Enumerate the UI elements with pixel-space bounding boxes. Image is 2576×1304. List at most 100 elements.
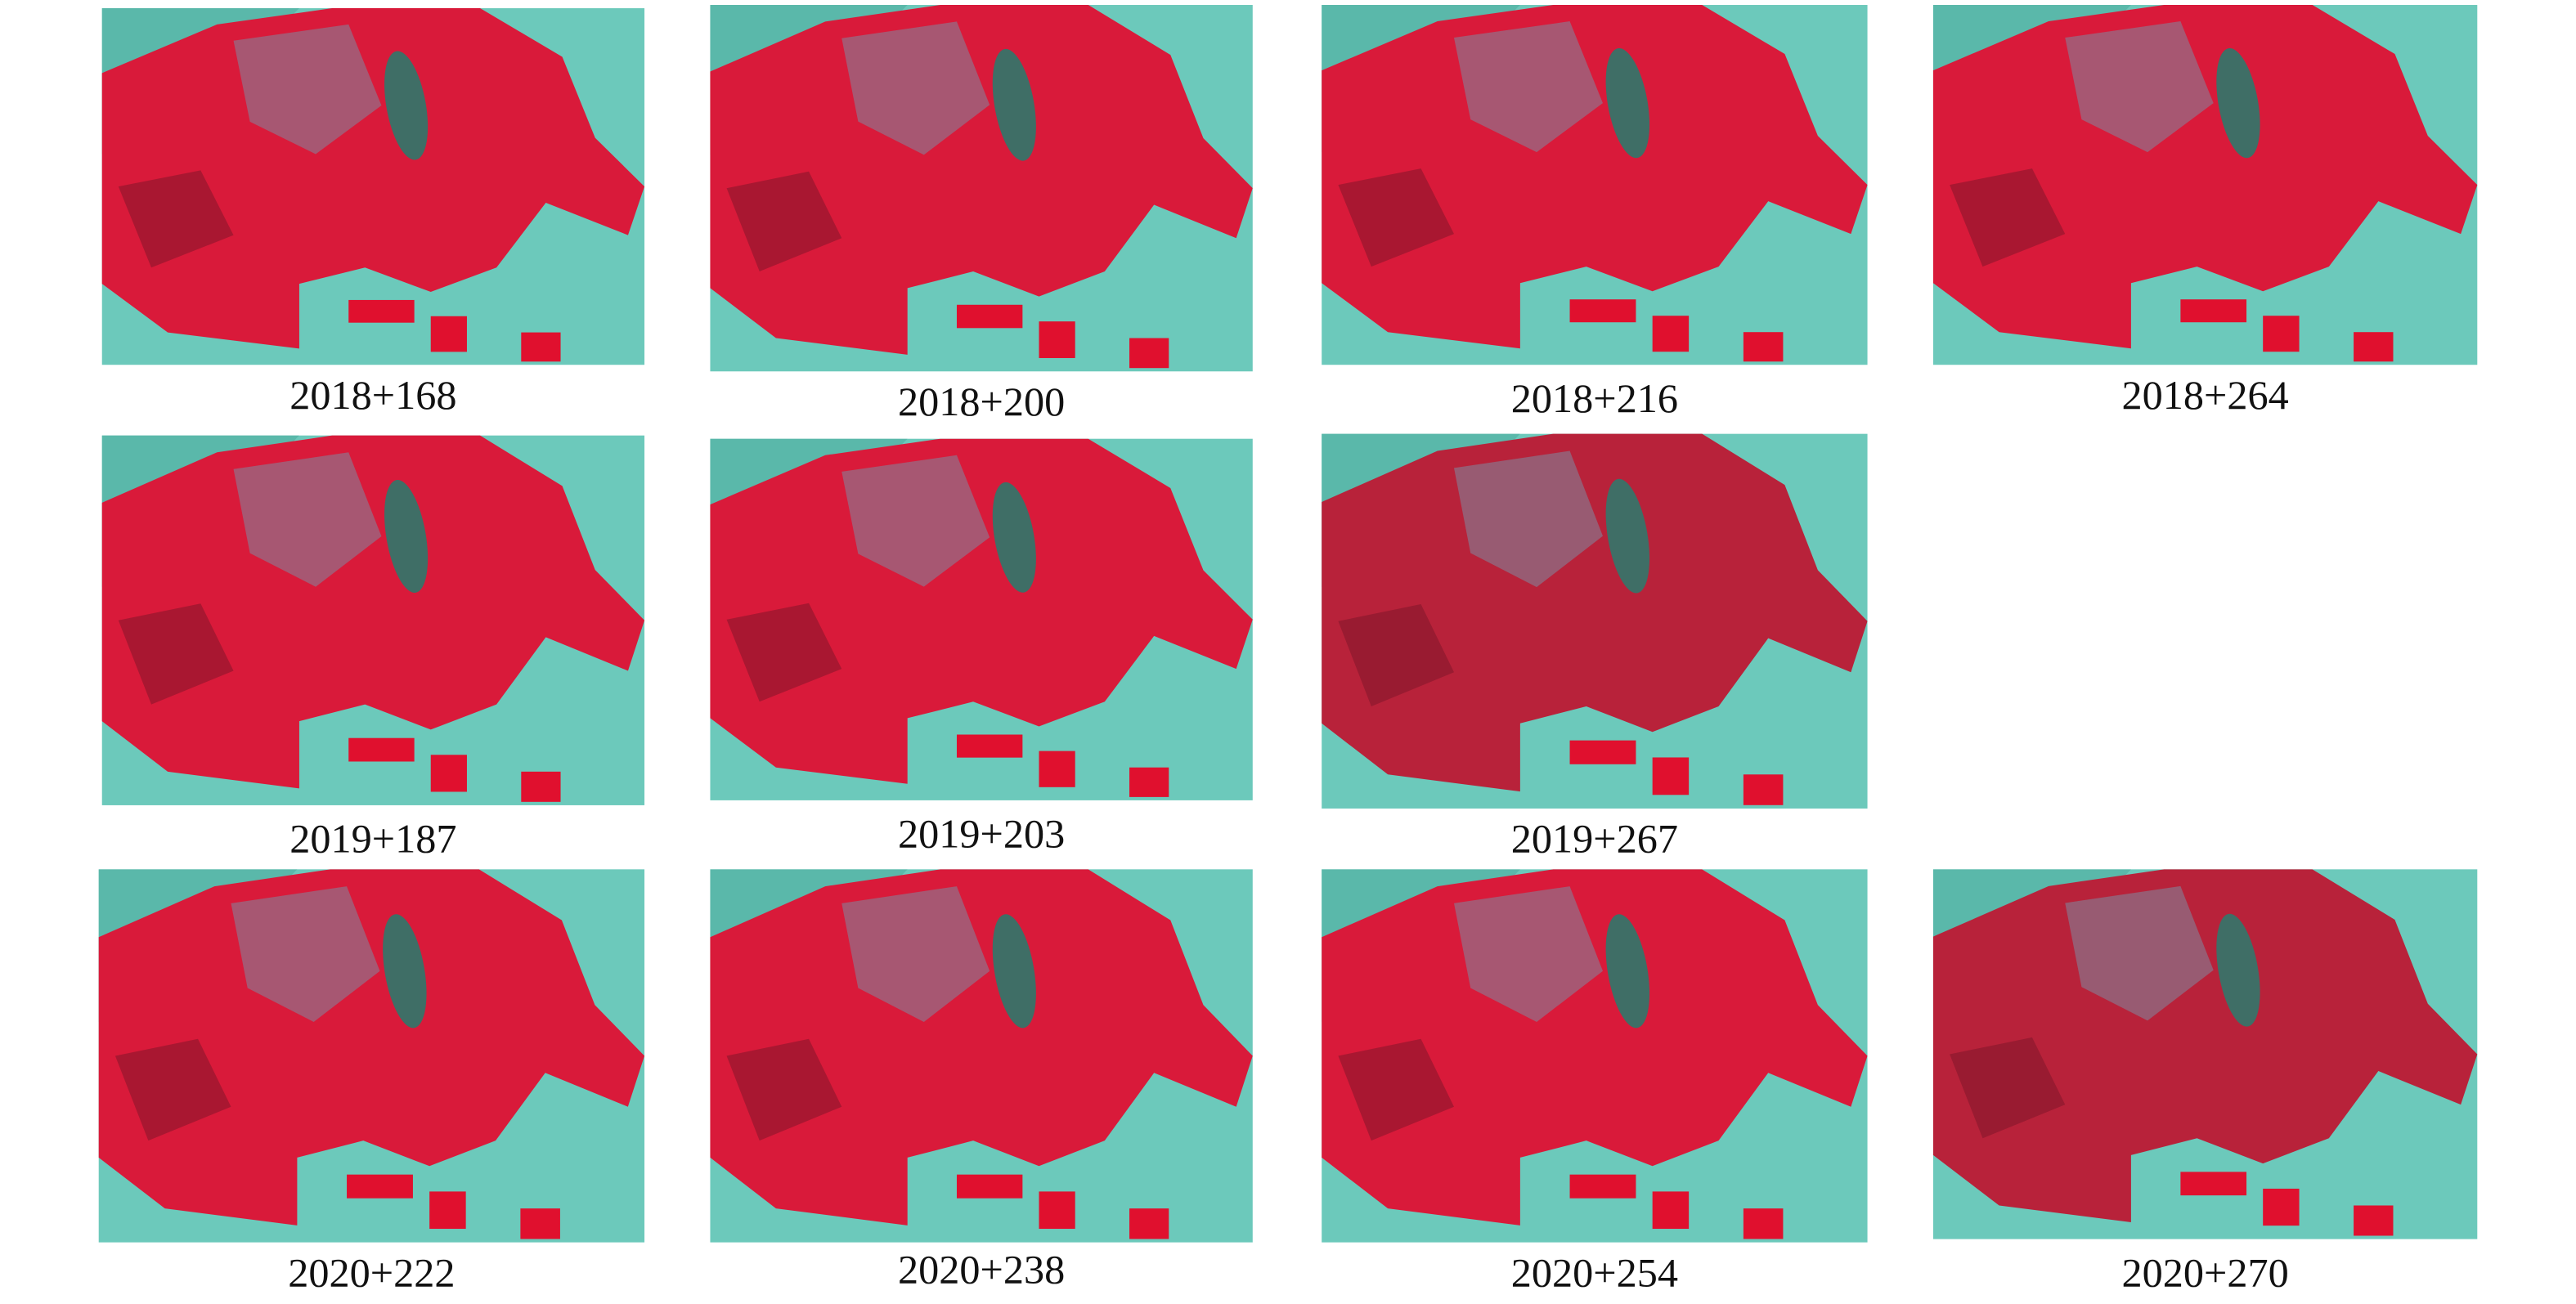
urban-area [233, 452, 382, 587]
dark-patch [726, 603, 842, 702]
field-block [1569, 740, 1636, 764]
field-block [956, 734, 1023, 758]
dark-patch [726, 171, 842, 272]
field-block [1039, 1191, 1075, 1230]
field-block [2180, 299, 2247, 323]
vegetation-area [101, 435, 645, 789]
dark-patch [726, 1038, 842, 1141]
urban-area [1453, 886, 1603, 1022]
image-caption: 2020+222 [288, 1249, 455, 1295]
satellite-image [98, 869, 645, 1243]
urban-area [841, 21, 990, 155]
vegetation-area [710, 5, 1253, 355]
dark-patch [1338, 1038, 1454, 1141]
vegetation-area [1322, 869, 1868, 1226]
lake [2216, 47, 2260, 159]
image-caption: 2020+238 [898, 1246, 1065, 1292]
field-block [1569, 299, 1636, 323]
satellite-image [1322, 869, 1868, 1243]
vegetation-area [1322, 433, 1868, 792]
field-block [430, 316, 467, 352]
satellite-image [710, 5, 1253, 372]
image-caption: 2018+264 [2122, 372, 2289, 418]
satellite-image [101, 8, 645, 365]
field-block [347, 1174, 413, 1199]
urban-area [233, 24, 382, 155]
dark-patch [118, 603, 234, 705]
field-block [1039, 751, 1075, 787]
lake [992, 48, 1036, 161]
urban-area [231, 886, 380, 1022]
dark-patch [114, 1038, 231, 1141]
image-caption: 2019+187 [289, 816, 456, 862]
image-caption: 2020+270 [2122, 1249, 2289, 1295]
satellite-image [1932, 869, 2478, 1239]
field-block [2263, 316, 2300, 352]
urban-area [2065, 21, 2214, 153]
vegetation-area [1932, 869, 2478, 1223]
dark-patch [118, 170, 234, 268]
field-block [348, 299, 415, 323]
field-block [430, 755, 467, 792]
urban-area [841, 886, 990, 1022]
field-block [348, 737, 415, 762]
field-block [1569, 1174, 1636, 1199]
image-caption: 2020+254 [1511, 1249, 1678, 1295]
dark-patch [1338, 603, 1454, 706]
image-caption: 2019+267 [1511, 816, 1678, 862]
image-caption: 2018+168 [289, 372, 456, 418]
lake [384, 51, 429, 160]
dark-patch [1950, 1037, 2066, 1139]
dark-patch [1950, 168, 2066, 267]
satellite-image [1322, 433, 1868, 809]
vegetation-area [1932, 5, 2478, 349]
urban-area [1453, 450, 1603, 588]
satellite-image [710, 869, 1253, 1243]
field-block [1652, 757, 1690, 795]
lake [384, 480, 429, 593]
field-block [1652, 316, 1690, 352]
field-block [956, 1174, 1023, 1199]
lake [2216, 913, 2260, 1027]
lake [992, 914, 1036, 1028]
image-caption: 2018+200 [898, 379, 1065, 424]
satellite-image [101, 435, 645, 805]
field-block [2263, 1188, 2300, 1226]
satellite-image [1932, 5, 2478, 365]
field-block [1129, 1208, 1169, 1239]
field-block [2354, 332, 2394, 362]
field-block [1743, 1208, 1784, 1239]
lake [992, 482, 1036, 593]
image-caption: 2018+216 [1511, 375, 1678, 421]
field-block [1743, 332, 1784, 362]
field-block [520, 1208, 560, 1239]
vegetation-area [1322, 5, 1868, 349]
vegetation-area [710, 438, 1253, 784]
urban-area [1453, 21, 1603, 153]
field-block [2354, 1205, 2394, 1236]
field-block [956, 304, 1023, 329]
urban-area [2065, 885, 2214, 1021]
field-block [1652, 1191, 1690, 1230]
lake [1605, 478, 1650, 594]
field-block [1743, 774, 1784, 805]
satellite-image [1322, 5, 1868, 365]
image-caption: 2019+203 [898, 811, 1065, 857]
dark-patch [1338, 168, 1454, 267]
vegetation-area [98, 869, 645, 1226]
field-block [1129, 767, 1169, 797]
field-block [429, 1191, 466, 1230]
lake [1605, 47, 1650, 159]
vegetation-area [101, 8, 645, 349]
field-block [1129, 338, 1169, 369]
field-block [1039, 321, 1075, 358]
field-block [521, 332, 561, 362]
vegetation-area [710, 869, 1253, 1226]
lake [383, 914, 427, 1028]
lake [1605, 914, 1650, 1028]
field-block [521, 771, 561, 802]
urban-area [841, 455, 990, 587]
satellite-image [710, 438, 1253, 800]
